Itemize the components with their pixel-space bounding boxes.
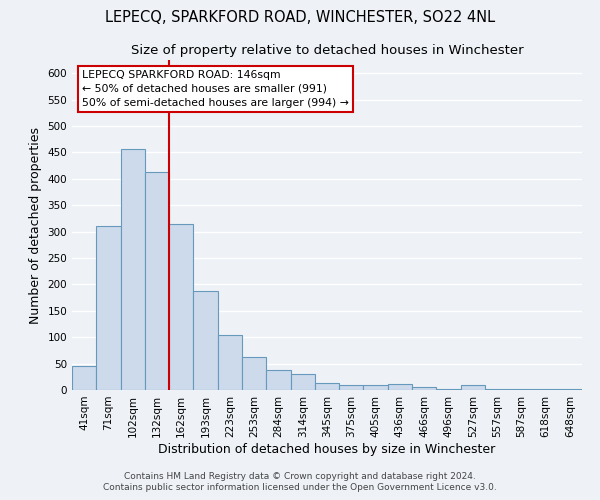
- X-axis label: Distribution of detached houses by size in Winchester: Distribution of detached houses by size …: [158, 442, 496, 456]
- Title: Size of property relative to detached houses in Winchester: Size of property relative to detached ho…: [131, 44, 523, 58]
- Bar: [242, 356, 266, 390]
- Bar: [290, 374, 315, 390]
- Bar: [72, 366, 96, 390]
- Bar: [485, 389, 509, 390]
- Bar: [193, 292, 218, 390]
- Bar: [388, 384, 412, 390]
- Y-axis label: Number of detached properties: Number of detached properties: [29, 126, 42, 324]
- Bar: [96, 226, 121, 390]
- Bar: [266, 370, 290, 390]
- Bar: [509, 389, 533, 390]
- Bar: [364, 384, 388, 390]
- Bar: [218, 334, 242, 390]
- Bar: [121, 148, 145, 390]
- Bar: [169, 224, 193, 390]
- Bar: [412, 388, 436, 390]
- Bar: [145, 172, 169, 390]
- Bar: [315, 382, 339, 390]
- Text: Contains HM Land Registry data © Crown copyright and database right 2024.
Contai: Contains HM Land Registry data © Crown c…: [103, 472, 497, 492]
- Text: LEPECQ SPARKFORD ROAD: 146sqm
← 50% of detached houses are smaller (991)
50% of : LEPECQ SPARKFORD ROAD: 146sqm ← 50% of d…: [82, 70, 349, 108]
- Bar: [461, 385, 485, 390]
- Bar: [339, 384, 364, 390]
- Bar: [558, 389, 582, 390]
- Bar: [436, 389, 461, 390]
- Text: LEPECQ, SPARKFORD ROAD, WINCHESTER, SO22 4NL: LEPECQ, SPARKFORD ROAD, WINCHESTER, SO22…: [105, 10, 495, 25]
